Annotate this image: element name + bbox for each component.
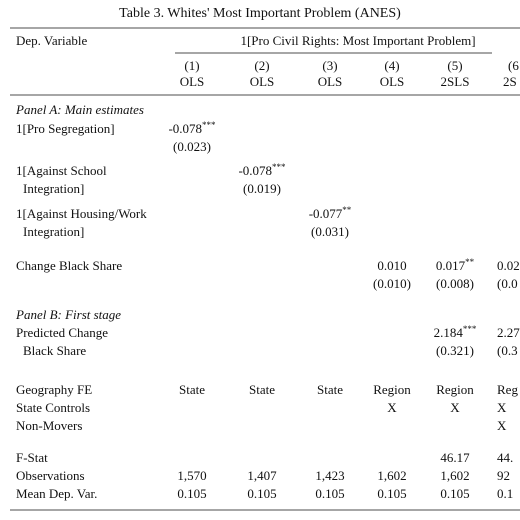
row-label: Non-Movers (16, 418, 82, 433)
cell: Reg (497, 382, 518, 397)
significance-stars: *** (272, 162, 286, 172)
cell: 0.1 (497, 486, 513, 501)
standard-error: (0.0 (497, 276, 518, 291)
standard-error: (0.3 (497, 343, 518, 358)
estimate: 0.017** (436, 257, 475, 273)
row-label: F-Stat (16, 450, 48, 465)
cell: State (249, 382, 275, 397)
significance-stars: *** (463, 324, 477, 334)
estimate: -0.078*** (238, 162, 286, 178)
cell: State (317, 382, 343, 397)
standard-error: (0.321) (436, 343, 474, 358)
estimate-value: 2.184 (434, 325, 464, 340)
spanning-header: 1[Pro Civil Rights: Most Important Probl… (240, 33, 475, 48)
row-label: Observations (16, 468, 85, 483)
cell: 0.105 (177, 486, 206, 501)
estimate-value: 2.27 (497, 325, 520, 340)
column-number: (4) (384, 58, 399, 73)
row-label: Integration] (23, 181, 84, 196)
row-label: Black Share (23, 343, 86, 358)
cell: 46.17 (440, 450, 470, 465)
column-number: (3) (322, 58, 337, 73)
cell: State (179, 382, 205, 397)
column-number: (6 (508, 58, 519, 73)
row-label: Change Black Share (16, 258, 122, 273)
standard-error: (0.019) (243, 181, 281, 196)
estimate: 0.010 (377, 258, 406, 273)
column-method: 2S (503, 74, 517, 89)
cell: 44. (497, 450, 513, 465)
cell: 1,407 (247, 468, 277, 483)
column-method: OLS (250, 74, 275, 89)
estimate-value: 0.010 (377, 258, 406, 273)
row-label: Predicted Change (16, 325, 108, 340)
cell: X (497, 418, 507, 433)
estimate: -0.078*** (168, 120, 216, 136)
estimate: -0.077** (309, 205, 352, 221)
cell: 1,602 (440, 468, 469, 483)
estimate: 0.02 (497, 258, 520, 273)
standard-error: (0.008) (436, 276, 474, 291)
row-label: 1[Pro Segregation] (16, 121, 115, 136)
standard-error: (0.031) (311, 224, 349, 239)
column-method: OLS (318, 74, 343, 89)
row-label: 1[Against Housing/Work (16, 206, 147, 221)
column-method: 2SLS (441, 74, 470, 89)
row-label: State Controls (16, 400, 90, 415)
column-method: OLS (180, 74, 205, 89)
standard-error: (0.010) (373, 276, 411, 291)
estimate-value: -0.077 (309, 206, 343, 221)
column-method: OLS (380, 74, 405, 89)
significance-stars: ** (465, 257, 475, 267)
column-number: (2) (254, 58, 269, 73)
dep-variable: Dep. Variable (16, 33, 87, 48)
cell: 0.105 (377, 486, 406, 501)
column-number: (5) (447, 58, 462, 73)
estimate: 2.27 (497, 325, 520, 340)
significance-stars: ** (342, 205, 352, 215)
cell: Region (373, 382, 411, 397)
cell: 1,602 (377, 468, 406, 483)
cell: 0.105 (315, 486, 344, 501)
cell: Region (436, 382, 474, 397)
standard-error: (0.023) (173, 139, 211, 154)
significance-stars: *** (202, 120, 216, 130)
estimate: 2.184*** (434, 324, 477, 340)
estimate-value: 0.02 (497, 258, 520, 273)
panel-title: Panel A: Main estimates (15, 102, 144, 117)
cell: X (497, 400, 507, 415)
cell: 1,570 (177, 468, 206, 483)
cell: X (387, 400, 397, 415)
table-title: Table 3. Whites' Most Important Problem … (119, 6, 401, 21)
row-label: Geography FE (16, 382, 92, 397)
cell: X (450, 400, 460, 415)
row-label: Mean Dep. Var. (16, 486, 97, 501)
cell: 0.105 (440, 486, 469, 501)
cell: 0.105 (247, 486, 276, 501)
estimate-value: -0.078 (238, 163, 272, 178)
estimate-value: -0.078 (168, 121, 202, 136)
row-label: Integration] (23, 224, 84, 239)
panel-title: Panel B: First stage (15, 307, 121, 322)
cell: 1,423 (315, 468, 344, 483)
row-label: 1[Against School (16, 163, 107, 178)
cell: 92 (497, 468, 510, 483)
estimate-value: 0.017 (436, 258, 466, 273)
column-number: (1) (184, 58, 199, 73)
